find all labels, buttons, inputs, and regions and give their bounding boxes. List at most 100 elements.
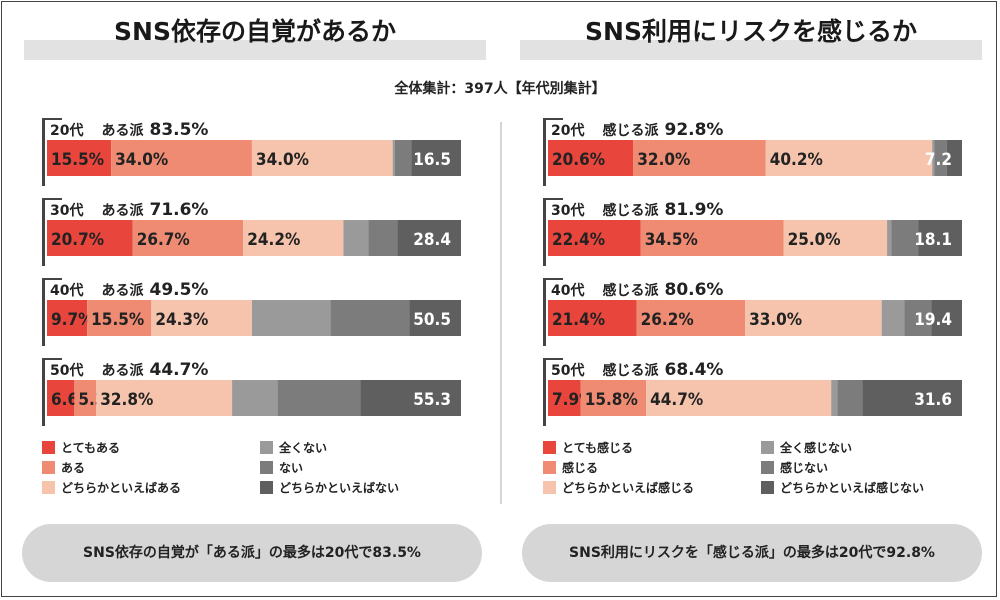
data-label: 15.5% (51, 150, 104, 170)
legend-item: ない (260, 460, 303, 476)
data-label: 21.4% (552, 310, 605, 330)
age-group-50代: 50代 感じる派 68.4% 7.9% 15.8% 44.7% 31.6 (543, 358, 967, 426)
bar-segment (111, 140, 252, 176)
data-label: 26.2% (641, 310, 694, 330)
bar-segment (394, 140, 412, 176)
legend-item: どちらかといえばある (42, 480, 181, 496)
negative-total-label: 55.3 (413, 390, 451, 410)
right-conclusion-pill: SNS利用にリスクを「感じる派」の最多は20代で92.8% (522, 524, 982, 582)
bar-segment (745, 300, 882, 336)
negative-total-label: 50.5 (413, 310, 451, 330)
legend-label: どちらかといえば感じる (562, 481, 695, 495)
data-label: 20.7% (51, 230, 104, 250)
summary-prefix: ある派 (101, 283, 144, 299)
group-bracket-top (543, 118, 563, 120)
summary-percent: 92.8% (664, 120, 724, 140)
bar-segment (47, 300, 88, 336)
bar-segment (251, 300, 331, 336)
bar-segment (132, 220, 244, 256)
legend-item: どちらかといえばない (260, 480, 399, 496)
age-label: 40代 (50, 283, 84, 299)
bar-segment (918, 220, 962, 256)
bar-segment (904, 300, 932, 336)
negative-total-label: 18.1 (914, 230, 952, 250)
summary-prefix: ある派 (101, 123, 144, 139)
bar-segment (636, 300, 746, 336)
legend-label: 感じない (780, 461, 829, 475)
stacked-bar: 15.5% 34.0% 34.0% 16.5 (47, 140, 461, 176)
age-group-30代: 30代 ある派 71.6% 20.7% 26.7% 24.2% 28.4 (42, 198, 466, 266)
legend-item: どちらかといえば感じない (761, 480, 924, 496)
bar-segment (409, 300, 461, 336)
age-label: 20代 (50, 123, 84, 139)
negative-total-label: 28.4 (413, 230, 451, 250)
right-panel-header: SNS利用にリスクを感じるか (520, 12, 982, 60)
summary-percent: 71.6% (149, 200, 209, 220)
group-bracket (42, 198, 45, 266)
right-panel-title: SNS利用にリスクを感じるか (585, 17, 917, 46)
negative-total-label: 31.6 (914, 390, 952, 410)
group-bracket-top (543, 358, 563, 360)
summary-prefix: 感じる派 (602, 363, 659, 379)
group-bracket-top (543, 278, 563, 280)
left-conclusion-pill: SNS依存の自覚が「ある派」の最多は20代で83.5% (22, 524, 482, 582)
legend-swatch (260, 461, 273, 474)
stacked-bar: 6.6%5.3%32.8%55.3 (47, 380, 461, 416)
legend-swatch (543, 441, 556, 454)
bar-segment (640, 220, 784, 256)
negative-total-label: 7.2 (925, 150, 952, 170)
bar-segment (243, 220, 344, 256)
group-bracket (543, 118, 546, 186)
legend-item: 全く感じない (761, 440, 852, 456)
bar-segment (397, 220, 461, 256)
sample-size-subtitle: 全体集計：397人【年代別集計】 (394, 81, 606, 97)
bar-segment (548, 140, 634, 176)
group-bracket (42, 278, 45, 346)
stacked-bar: 7.9%15.8% 44.7% 31.6 (548, 380, 962, 416)
legend-item: 感じない (761, 460, 828, 476)
data-label: 26.7% (137, 230, 190, 250)
group-bracket-top (543, 198, 563, 200)
bar-segment (881, 300, 905, 336)
bar-segment (946, 140, 962, 176)
data-label: 44.7% (650, 390, 703, 410)
bar-segment (934, 140, 947, 176)
age-group-40代: 40代 感じる派 80.6% 21.4% 26.2% 33.0% 19.4 (543, 278, 967, 346)
bar-segment (87, 300, 152, 336)
bar-segment (765, 140, 933, 176)
bar-segment (368, 220, 398, 256)
legend-swatch (42, 481, 55, 494)
age-label: 50代 (551, 363, 585, 379)
bar-segment (646, 380, 832, 416)
bar-segment (783, 220, 888, 256)
negative-total-label: 19.4 (914, 310, 952, 330)
summary-prefix: ある派 (101, 203, 144, 219)
summary-prefix: 感じる派 (602, 283, 659, 299)
age-group-30代: 30代 感じる派 81.9% 22.4% 34.5% 25.0% 18.1 (543, 198, 967, 266)
data-label: 32.0% (637, 150, 690, 170)
data-label: 24.2% (247, 230, 300, 250)
summary-percent: 81.9% (664, 200, 724, 220)
legend-swatch (761, 441, 774, 454)
legend-swatch (543, 461, 556, 474)
legend-item: どちらかといえば感じる (543, 480, 694, 496)
legend-label: ない (279, 461, 304, 475)
bar-segment (931, 300, 962, 336)
group-bracket (543, 358, 546, 426)
bar-segment (74, 380, 97, 416)
title-underline-bar (520, 40, 982, 60)
group-bracket (543, 198, 546, 266)
summary-percent: 44.7% (149, 360, 209, 380)
data-label: 20.6% (552, 150, 605, 170)
legend-item: とても感じる (543, 440, 633, 456)
stacked-bar: 22.4% 34.5% 25.0% 18.1 (548, 220, 962, 256)
data-label: 33.0% (749, 310, 802, 330)
bar-segment (548, 380, 581, 416)
legend-item: とてもある (42, 440, 120, 456)
bar-segment (360, 380, 461, 416)
legend-label: 感じる (562, 461, 599, 475)
bar-segment (343, 220, 369, 256)
summary-prefix: ある派 (101, 363, 144, 379)
stacked-bar: 20.6% 32.0% 40.2% 7.2 (548, 140, 962, 176)
group-label: 40代 感じる派 80.6% (551, 280, 723, 300)
